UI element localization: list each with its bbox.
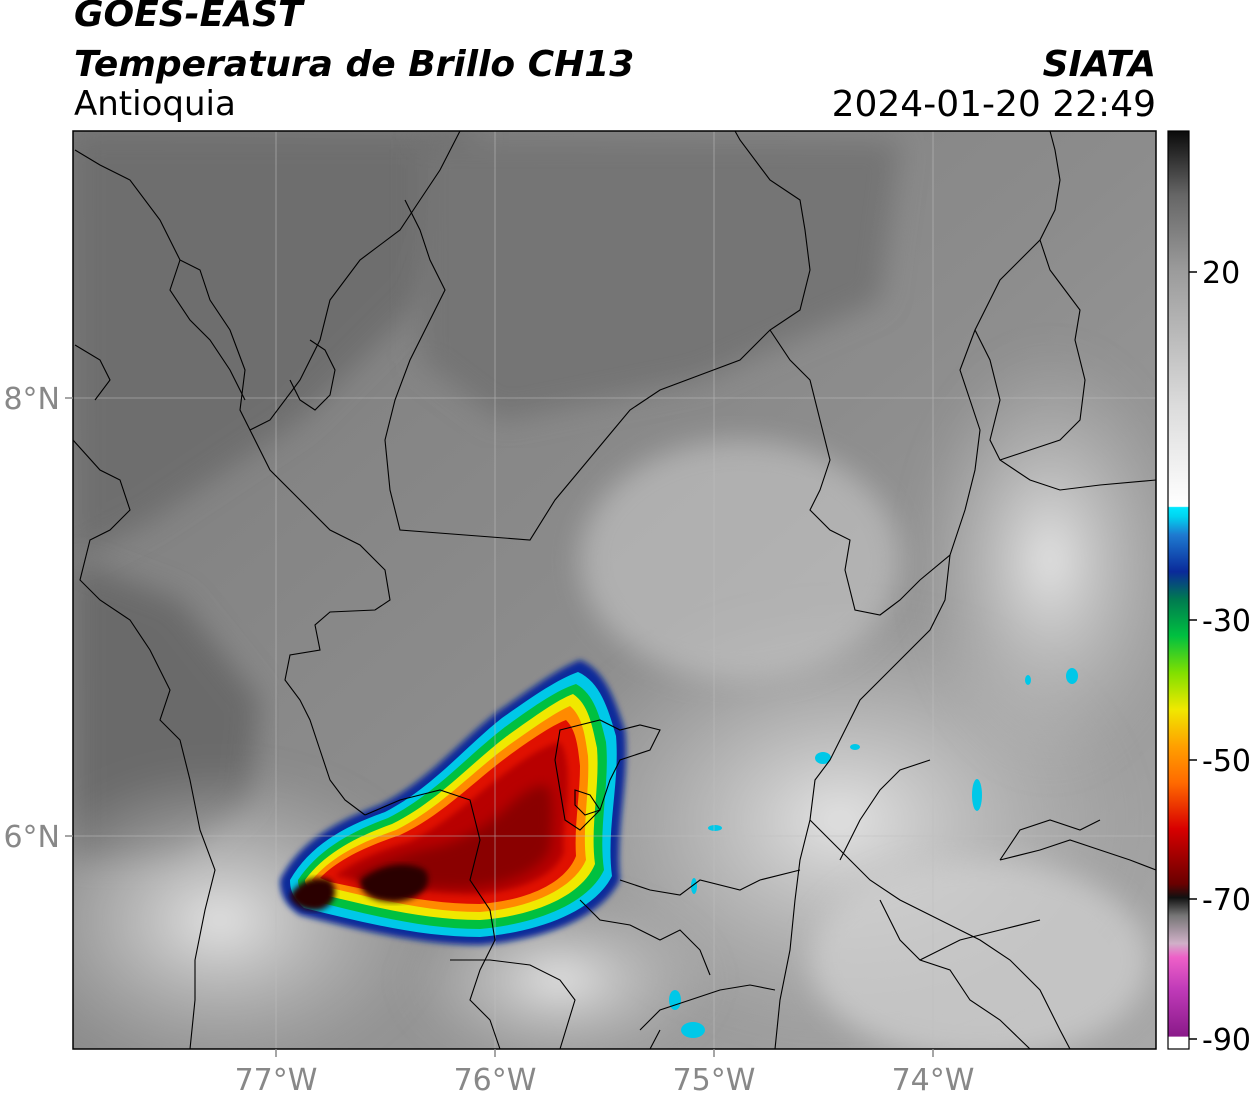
product-title: Temperatura de Brillo CH13 xyxy=(74,44,635,85)
cold-patch xyxy=(850,744,860,750)
y-tick-label: 6°N xyxy=(3,820,60,855)
y-tick-label: 8°N xyxy=(3,382,60,417)
x-tick-label: 75°W xyxy=(673,1063,756,1098)
colorbar-gradient xyxy=(1168,131,1189,1049)
colorbar-frame xyxy=(1167,130,1190,1050)
cold-patch xyxy=(1066,668,1078,684)
colorbar-tick-label: -70 xyxy=(1202,883,1251,918)
colorbar-tick-label: -90 xyxy=(1202,1023,1251,1058)
colorbar: 20 -30 -50 -70 -90 xyxy=(1167,130,1251,1058)
colorbar-tick-label: -50 xyxy=(1202,744,1251,779)
x-tick-label: 76°W xyxy=(454,1063,537,1098)
satellite-image xyxy=(73,131,1156,1049)
axis-ticks xyxy=(65,397,934,1057)
organization-label: SIATA xyxy=(1042,44,1156,85)
storm-cell xyxy=(280,660,627,945)
map-frame xyxy=(72,130,1157,1050)
colorbar-tick-label: 20 xyxy=(1202,256,1240,291)
cold-patch xyxy=(669,990,681,1010)
cold-patch xyxy=(691,878,697,894)
x-tick-label: 74°W xyxy=(892,1063,975,1098)
timestamp-label: 2024-01-20 22:49 xyxy=(831,84,1156,125)
region-label: Antioquia xyxy=(74,84,236,124)
gridlines xyxy=(73,131,1156,1049)
boundaries xyxy=(73,131,1156,1049)
cold-patch xyxy=(708,825,722,831)
x-tick-label: 77°W xyxy=(235,1063,318,1098)
colorbar-tick-label: -30 xyxy=(1202,604,1251,639)
cold-patch xyxy=(972,779,982,811)
cold-patch xyxy=(1025,675,1031,685)
cold-patch xyxy=(815,752,831,764)
satellite-title: GOES-EAST xyxy=(74,0,303,35)
axis-labels: 77°W 76°W 75°W 74°W 8°N 6°N xyxy=(3,382,974,1098)
cold-patch xyxy=(681,1022,705,1038)
